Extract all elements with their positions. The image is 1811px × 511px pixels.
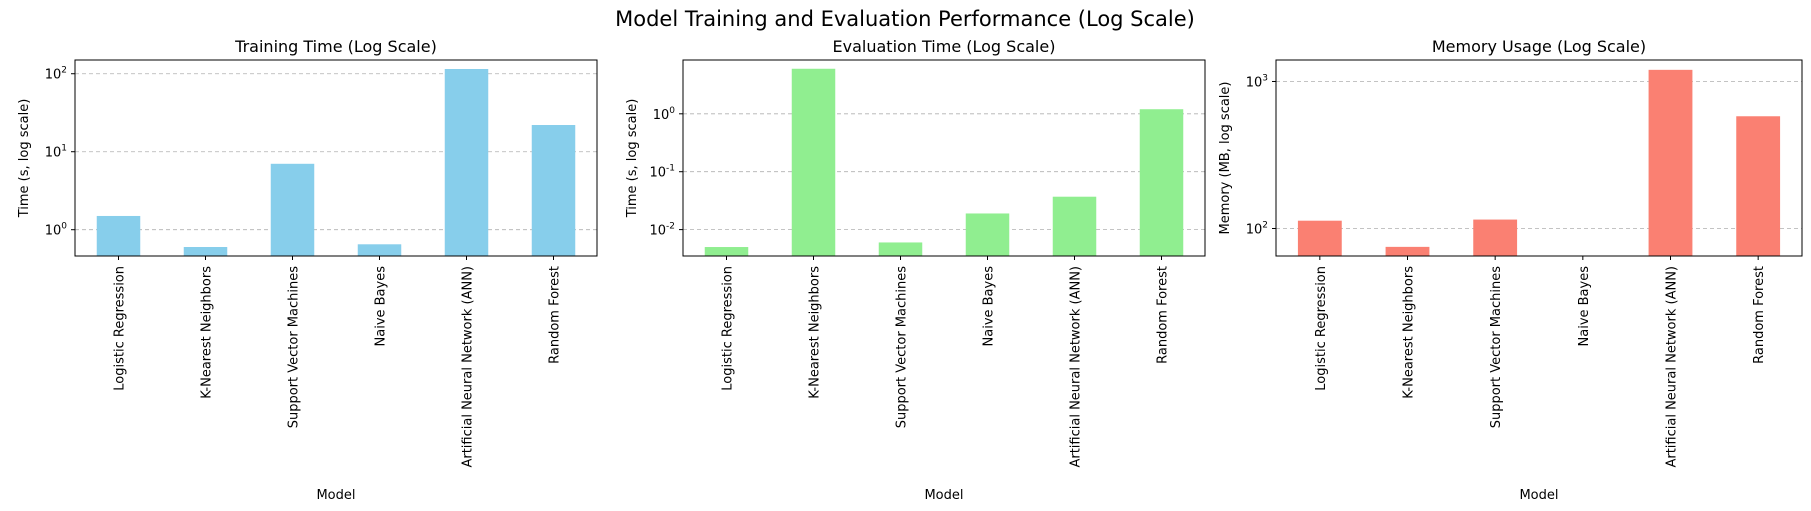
memory-usage-panel: 102 103 Logistic Regression K-Nearest Neigh… (1218, 37, 1803, 503)
bar (531, 125, 576, 256)
bar (1736, 116, 1781, 257)
x-tick-label: Artificial Neural Network (ANN) (461, 266, 476, 468)
bar (96, 215, 141, 256)
x-tick-label: Support Vector Machines (287, 266, 302, 428)
y-tick-label: 101 (45, 144, 67, 161)
y-tick-label: 102 (45, 66, 67, 83)
x-tick-label: Naive Bayes (1577, 266, 1592, 347)
panel-title: Evaluation Time (Log Scale) (833, 37, 1056, 56)
x-tick-label: Logistic Regression (721, 266, 736, 391)
bar (878, 242, 923, 256)
bar (1473, 219, 1518, 256)
axes-frame (1275, 59, 1803, 257)
y-tick-label: 100 (653, 106, 676, 123)
x-tick-label: Random Forest (1156, 266, 1171, 364)
x-axis-label: Model (924, 488, 963, 503)
bar (444, 68, 489, 257)
x-axis-label: Model (316, 488, 355, 503)
x-tick-label: K-Nearest Neighbors (1402, 266, 1417, 399)
training-time-panel: 100 101 102 Logistic Regression K-Nearest Ne… (17, 37, 598, 503)
bar (965, 213, 1010, 256)
evaluation-time-panel: 10-2 10-1 100 Logistic Regression K-Nearest … (625, 37, 1206, 503)
y-tick-label: 103 (1246, 73, 1268, 90)
bar (1385, 246, 1430, 256)
y-tick-label: 102 (1246, 220, 1268, 237)
x-tick-label: Support Vector Machines (1489, 266, 1504, 428)
bar (1052, 196, 1097, 256)
x-tick-label: Naive Bayes (982, 266, 997, 347)
bar (183, 247, 228, 256)
x-tick-label: Random Forest (548, 266, 563, 364)
x-tick-label: Logistic Regression (113, 266, 128, 391)
bar (270, 163, 315, 256)
x-tick-label: Naive Bayes (374, 266, 389, 347)
y-tick-label: 10-2 (649, 222, 675, 239)
x-tick-label: Random Forest (1752, 266, 1767, 364)
x-tick-label: Logistic Regression (1314, 266, 1329, 391)
bar (1139, 109, 1184, 256)
y-axis-label: Time (s, log scale) (625, 99, 640, 219)
y-axis-label: Memory (MB, log scale) (1218, 82, 1233, 235)
panel-title: Memory Usage (Log Scale) (1432, 37, 1646, 56)
x-tick-label: Artificial Neural Network (ANN) (1069, 266, 1084, 468)
bar (704, 247, 749, 256)
x-tick-label: Support Vector Machines (895, 266, 910, 428)
bar (357, 244, 402, 256)
bar (791, 68, 836, 256)
bar (1648, 69, 1693, 256)
x-tick-label: Artificial Neural Network (ANN) (1665, 266, 1680, 468)
y-tick-label: 10-1 (649, 164, 675, 181)
x-tick-label: K-Nearest Neighbors (808, 266, 823, 399)
axes-frame (74, 59, 598, 257)
x-axis-label: Model (1519, 488, 1558, 503)
panel-title: Training Time (Log Scale) (234, 37, 437, 56)
y-tick-label: 100 (45, 222, 68, 239)
figure-title: Model Training and Evaluation Performanc… (615, 7, 1195, 31)
x-tick-label: K-Nearest Neighbors (200, 266, 215, 399)
axes-frame (682, 59, 1206, 257)
bar (1297, 220, 1342, 256)
y-axis-label: Time (s, log scale) (17, 99, 32, 219)
